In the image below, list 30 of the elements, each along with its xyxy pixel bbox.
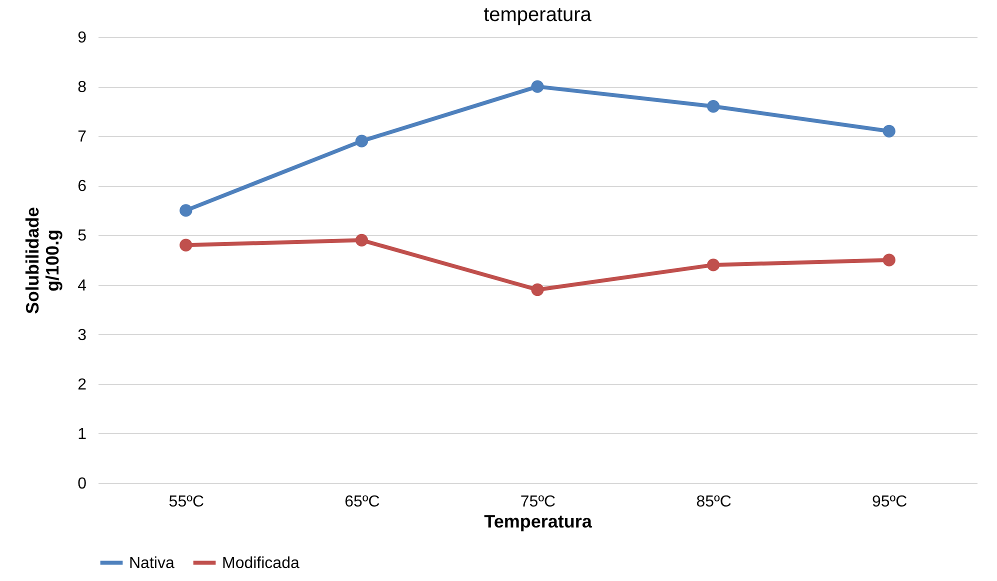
point — [180, 204, 192, 217]
x-axis-title: Temperatura — [484, 512, 593, 532]
point — [531, 283, 544, 296]
chart-title: temperatura — [484, 4, 592, 26]
x-tick-label: 85ºC — [696, 494, 732, 510]
point — [531, 80, 544, 93]
point — [706, 100, 720, 113]
legend-label: Nativa — [129, 554, 174, 572]
y-tick-label: 7 — [78, 128, 87, 146]
point — [882, 254, 896, 266]
y-tick-label: 1 — [78, 426, 87, 443]
y-tick-label: 4 — [78, 277, 87, 294]
x-tick-label: 95ºC — [872, 494, 908, 510]
point — [882, 124, 896, 138]
point — [355, 234, 368, 246]
y-tick-label: 3 — [78, 326, 87, 344]
legend-label: Modificada — [222, 554, 300, 572]
x-tick-label: 55ºC — [168, 494, 204, 510]
y-tick-label: 8 — [78, 79, 87, 96]
x-tick-label: 75ºC — [520, 494, 556, 510]
point — [355, 134, 368, 148]
y-tick-label: 0 — [78, 476, 87, 492]
y-tick-label: 5 — [78, 228, 87, 245]
point — [706, 258, 720, 272]
x-tick-label: 65ºC — [344, 494, 380, 510]
point — [180, 238, 192, 252]
y-axis-title: Solubilidade g/100.g — [22, 206, 63, 314]
y-tick-label: 9 — [78, 30, 87, 46]
y-tick-label: 6 — [78, 178, 87, 196]
y-tick-label: 2 — [78, 376, 87, 394]
